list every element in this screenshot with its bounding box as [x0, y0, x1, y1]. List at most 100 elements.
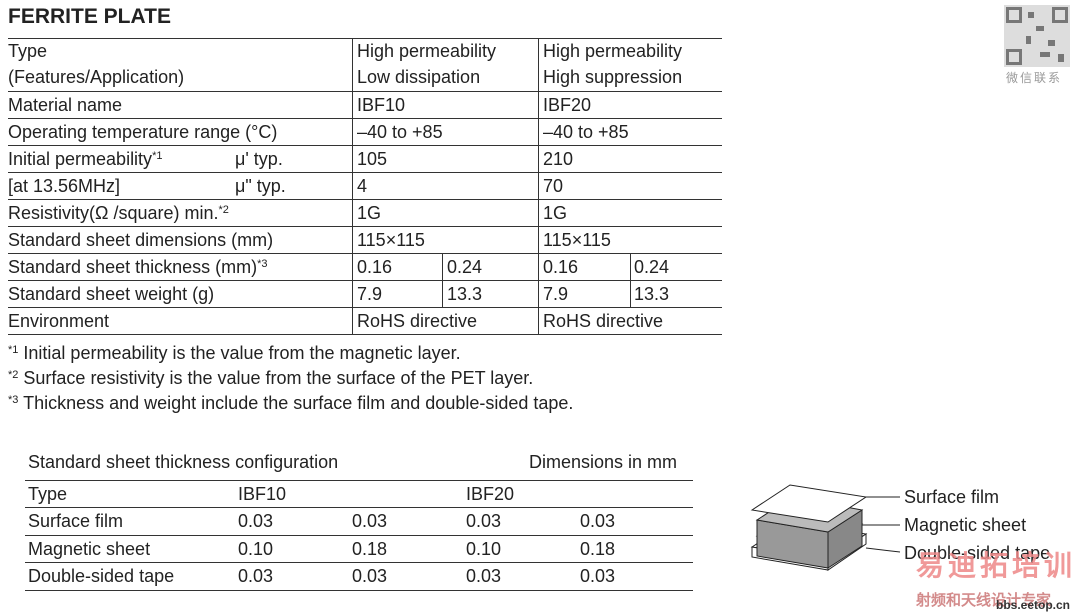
cell: 0.10 — [238, 538, 274, 559]
cell: μ" typ. — [235, 176, 286, 196]
footnote-mark: *2 — [8, 369, 19, 381]
rule — [8, 253, 722, 254]
cell: 0.24 — [447, 257, 483, 277]
cell: 210 — [543, 149, 574, 169]
rule — [25, 590, 693, 592]
header-cell: Type — [8, 41, 48, 61]
title: FERRITE PLATE — [8, 5, 171, 28]
rule — [8, 38, 722, 39]
cell: 13.3 — [447, 284, 483, 304]
cell: Environment — [8, 311, 110, 331]
cell: Magnetic sheet — [28, 538, 151, 559]
qr-code — [1004, 5, 1070, 67]
cell: 0.18 — [352, 538, 388, 559]
diagram-label: Magnetic sheet — [904, 515, 1027, 535]
rule — [8, 91, 722, 92]
cell: Operating temperature range (°C) — [8, 122, 278, 142]
cell: 0.03 — [352, 566, 388, 587]
header-cell: High suppression — [543, 67, 683, 87]
cell: μ' typ. — [235, 149, 283, 169]
cell: Resistivity(Ω /square) min.*2 — [8, 202, 229, 224]
rule — [442, 253, 443, 280]
rule — [8, 145, 722, 146]
rule — [25, 507, 693, 508]
superscript: *3 — [257, 258, 268, 270]
cell: 0.18 — [580, 538, 616, 559]
header-cell: Type — [28, 484, 68, 504]
cell: 115×115 — [357, 230, 425, 250]
cell: IBF10 — [357, 95, 406, 115]
cell: 0.16 — [543, 257, 579, 277]
cell: 105 — [357, 149, 388, 169]
cell: 0.03 — [352, 511, 388, 531]
cell: –40 to +85 — [543, 122, 629, 142]
footnote-mark: *1 — [8, 344, 19, 356]
rule — [8, 118, 722, 119]
cell: 0.03 — [238, 566, 274, 587]
diagram-label: Surface film — [904, 487, 1000, 507]
caption: Standard sheet thickness configuration — [28, 452, 339, 472]
rule — [25, 562, 693, 564]
cell: Standard sheet weight (g) — [8, 284, 215, 304]
rule — [25, 534, 693, 536]
cell: 0.03 — [580, 511, 616, 531]
rule — [630, 280, 631, 307]
footnote: *3 Thickness and weight include the surf… — [8, 392, 573, 414]
rule — [352, 38, 353, 334]
rule — [442, 280, 443, 307]
cell: Surface film — [28, 511, 124, 531]
cell: 7.9 — [357, 284, 383, 304]
rule — [25, 480, 693, 481]
cell: 1G — [543, 203, 568, 223]
cell: [at 13.56MHz] — [8, 176, 121, 196]
rule — [538, 38, 539, 334]
units: Dimensions in mm — [529, 452, 678, 472]
cell: RoHS directive — [357, 311, 478, 331]
cell: 115×115 — [543, 230, 611, 250]
footnote-text: Initial permeability is the value from t… — [18, 343, 461, 363]
cell: 4 — [357, 176, 368, 196]
rule — [8, 280, 722, 281]
cell: Material name — [8, 95, 123, 115]
cell: 0.03 — [466, 566, 502, 587]
footnote-text: Surface resistivity is the value from th… — [18, 368, 534, 388]
cell: Initial permeability*1 — [8, 148, 162, 170]
rule — [8, 307, 722, 308]
header-cell: IBF10 — [238, 484, 287, 504]
cell: 70 — [543, 176, 564, 196]
cell: IBF20 — [543, 95, 592, 115]
cell-text: Resistivity(Ω /square) min. — [8, 203, 219, 223]
header-cell: Low dissipation — [357, 67, 481, 87]
header-cell: High permeability — [543, 41, 683, 61]
rule — [630, 253, 631, 280]
cell-text: Initial permeability — [8, 149, 153, 169]
superscript: *1 — [152, 150, 163, 162]
cell: 0.10 — [466, 538, 502, 559]
cell: Standard sheet dimensions (mm) — [8, 230, 274, 250]
header-cell: (Features/Application) — [8, 67, 185, 87]
cell: 0.16 — [357, 257, 393, 277]
cell: 0.24 — [634, 257, 670, 277]
cell: 0.03 — [466, 511, 502, 531]
footnote-text: Thickness and weight include the surface… — [18, 393, 574, 413]
watermark: 微信联系 — [1006, 71, 1063, 85]
cell: 7.9 — [543, 284, 569, 304]
cell: 0.03 — [580, 566, 616, 587]
header-cell: High permeability — [357, 41, 497, 61]
cell: 13.3 — [634, 284, 670, 304]
cell: Double-sided tape — [28, 566, 175, 587]
footnote: *2 Surface resistivity is the value from… — [8, 367, 533, 389]
footnote-mark: *3 — [8, 394, 19, 406]
cell: 1G — [357, 203, 382, 223]
cell: –40 to +85 — [357, 122, 443, 142]
watermark: 易迪拓培训 — [916, 550, 1074, 581]
diagram-label: Double-sided tape — [904, 543, 1051, 563]
watermark: bbs.eetop.cn — [996, 598, 1071, 612]
cell: 0.03 — [238, 511, 274, 531]
rule — [8, 226, 722, 227]
rule — [8, 334, 722, 335]
rule — [8, 172, 722, 173]
watermark: 射频和天线设计专家 — [916, 592, 1052, 609]
